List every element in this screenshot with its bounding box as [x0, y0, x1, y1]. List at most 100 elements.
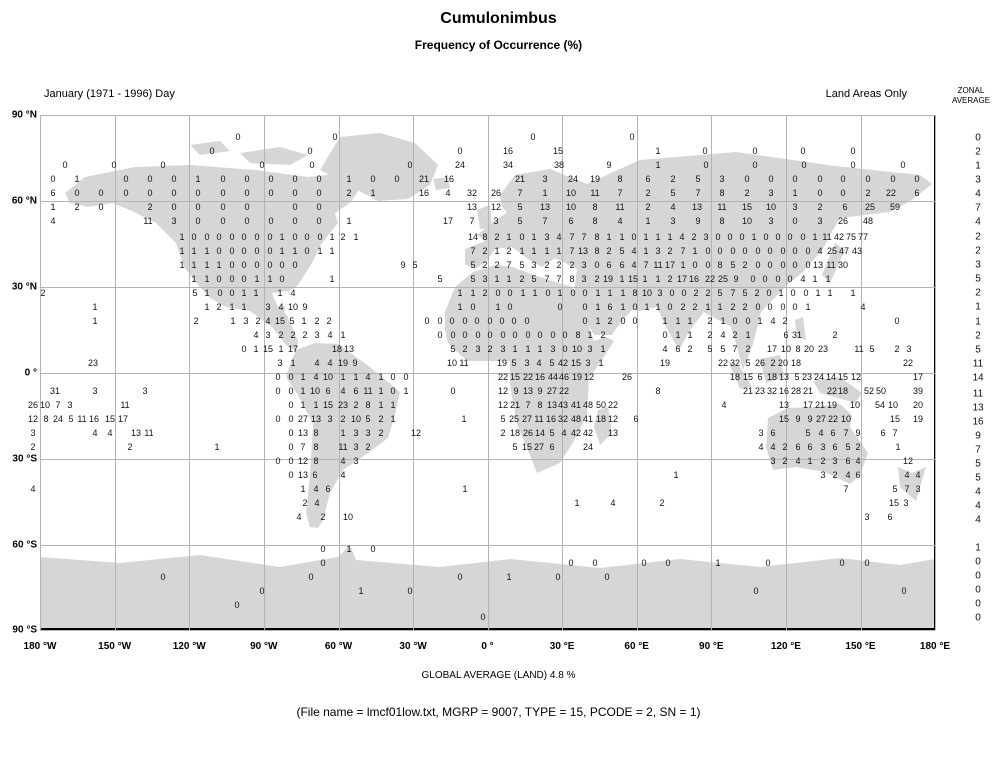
cell-value: 10: [849, 400, 861, 410]
cell-value: 32: [557, 414, 569, 424]
cell-value: 7: [732, 344, 738, 354]
cell-value: 0: [792, 216, 798, 226]
cell-value: 1: [204, 302, 210, 312]
cell-value: 1: [290, 358, 296, 368]
cell-value: 3: [493, 216, 499, 226]
cell-value: 13: [577, 246, 589, 256]
cell-value: 0: [582, 316, 588, 326]
cell-value: 5: [742, 288, 748, 298]
cell-value: 21: [802, 386, 814, 396]
cell-value: 0: [555, 572, 561, 582]
cell-value: 0: [288, 442, 294, 452]
page-title: Cumulonimbus: [440, 10, 557, 27]
cell-value: 4: [904, 470, 910, 480]
cell-value: 4: [536, 358, 542, 368]
cell-value: 0: [450, 330, 456, 340]
cell-value: 1: [692, 246, 698, 256]
cell-value: 0: [592, 558, 598, 568]
cell-value: 12: [297, 456, 309, 466]
cell-value: 1: [519, 246, 525, 256]
cell-value: 0: [370, 174, 376, 184]
cell-value: 0: [220, 188, 226, 198]
cell-value: 0: [629, 132, 635, 142]
cell-value: 0: [403, 372, 409, 382]
cell-value: 8: [592, 202, 598, 212]
cell-value: 1: [506, 572, 512, 582]
zonal-average-value: 0: [975, 556, 981, 568]
cell-value: 0: [545, 288, 551, 298]
cell-value: 1: [191, 274, 197, 284]
cell-value: 2: [594, 274, 600, 284]
cell-value: 0: [850, 146, 856, 156]
cell-value: 3: [524, 358, 530, 368]
zonal-average-value: 5: [975, 273, 981, 285]
cell-value: 25: [508, 414, 520, 424]
cell-value: 1: [645, 216, 651, 226]
cell-value: 0: [195, 188, 201, 198]
cell-value: 1: [279, 246, 285, 256]
cell-value: 1: [346, 174, 352, 184]
cell-value: 0: [717, 246, 723, 256]
cell-value: 24: [52, 414, 64, 424]
cell-value: 1: [301, 316, 307, 326]
cell-value: 1: [353, 372, 359, 382]
cell-value: 11: [338, 442, 348, 452]
cell-value: 1: [313, 400, 319, 410]
cell-value: 7: [470, 246, 476, 256]
cell-value: 7: [843, 484, 849, 494]
new-guinea-landmass: [813, 377, 862, 403]
cell-value: 1: [655, 302, 661, 312]
cell-value: 18: [331, 344, 343, 354]
cell-value: 11: [822, 232, 832, 242]
cell-value: 1: [687, 330, 693, 340]
cell-value: 19: [659, 358, 671, 368]
cell-value: 0: [259, 160, 265, 170]
cell-value: 0: [775, 274, 781, 284]
cell-value: 4: [296, 512, 302, 522]
gridline-horizontal: [40, 545, 935, 546]
cell-value: 2: [569, 260, 575, 270]
cell-value: 2: [754, 288, 760, 298]
cell-value: 15: [888, 498, 900, 508]
cell-value: 3: [719, 174, 725, 184]
cell-value: 0: [216, 274, 222, 284]
latitude-tick-label: 30 °S: [12, 453, 37, 465]
cell-value: 0: [780, 302, 786, 312]
cell-value: 15: [104, 414, 116, 424]
cell-value: 1: [191, 260, 197, 270]
cell-value: 4: [313, 484, 319, 494]
cell-value: 23: [87, 358, 99, 368]
cell-value: 1: [607, 288, 613, 298]
cell-value: 12: [410, 428, 422, 438]
cell-value: 1: [340, 372, 346, 382]
cell-value: 10: [840, 414, 852, 424]
cell-value: 2: [606, 246, 612, 256]
cell-value: 0: [800, 232, 806, 242]
cell-value: 1: [644, 302, 650, 312]
cell-value: 4: [617, 216, 623, 226]
cell-value: 4: [758, 442, 764, 452]
cell-value: 6: [312, 470, 318, 480]
cell-value: 0: [519, 232, 525, 242]
cell-value: 15: [509, 372, 521, 382]
zonal-average-value: 4: [975, 500, 981, 512]
cell-value: 2: [745, 344, 751, 354]
cell-value: 1: [751, 232, 757, 242]
cell-value: 43: [851, 246, 863, 256]
cell-value: 5: [845, 442, 851, 452]
cell-value: 12: [902, 456, 914, 466]
cell-value: 3: [314, 330, 320, 340]
cell-value: 0: [755, 260, 761, 270]
zonal-average-value: 3: [975, 259, 981, 271]
cell-value: 0: [304, 232, 310, 242]
cell-value: 10: [641, 288, 653, 298]
cell-value: 1: [346, 216, 352, 226]
cell-value: 0: [641, 558, 647, 568]
cell-value: 0: [229, 260, 235, 270]
cell-value: 9: [400, 260, 406, 270]
cell-value: 12: [27, 414, 39, 424]
cell-value: 0: [562, 344, 568, 354]
zonal-average-value: 4: [975, 486, 981, 498]
cell-value: 1: [655, 160, 661, 170]
cell-value: 0: [254, 260, 260, 270]
